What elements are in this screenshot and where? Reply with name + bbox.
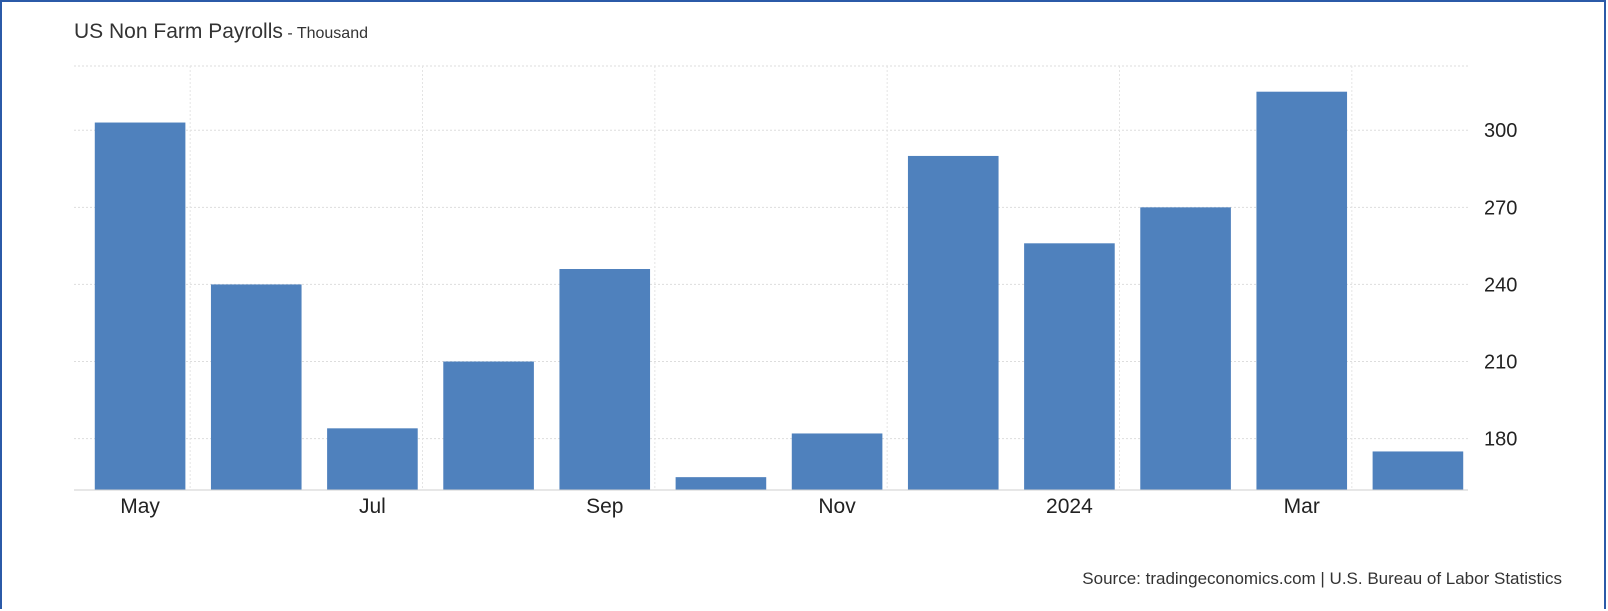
x-tick-label: Sep (586, 495, 623, 518)
bar-aug (443, 361, 534, 490)
chart-title-block: US Non Farm Payrolls - Thousand (74, 20, 368, 44)
x-tick-label: Mar (1284, 495, 1320, 518)
x-tick-label: Jul (359, 495, 386, 518)
x-tick-label: 2024 (1046, 495, 1093, 518)
bar-apr (1372, 451, 1464, 490)
bar-sep (559, 269, 651, 490)
y-tick-label: 240 (1484, 274, 1517, 296)
bar-oct (675, 477, 767, 490)
bar-may (94, 122, 186, 491)
x-tick-label: Nov (818, 495, 856, 518)
bar-mar (1256, 91, 1348, 491)
bar-2024 (1024, 243, 1115, 490)
bar-jun (210, 284, 302, 490)
bar-dec (907, 155, 999, 490)
y-tick-label: 180 (1484, 429, 1517, 451)
y-tick-label: 300 (1484, 120, 1517, 142)
y-tick-label: 270 (1484, 197, 1517, 219)
y-tick-label: 210 (1484, 352, 1517, 374)
source-note: Source: tradingeconomics.com | U.S. Bure… (1082, 569, 1562, 588)
chart-subtitle: - Thousand (287, 25, 368, 42)
bar-jul (327, 428, 418, 490)
bar-feb (1140, 207, 1231, 491)
bar-nov (791, 433, 883, 490)
chart-title: US Non Farm Payrolls (74, 20, 283, 43)
x-tick-label: May (120, 495, 160, 518)
